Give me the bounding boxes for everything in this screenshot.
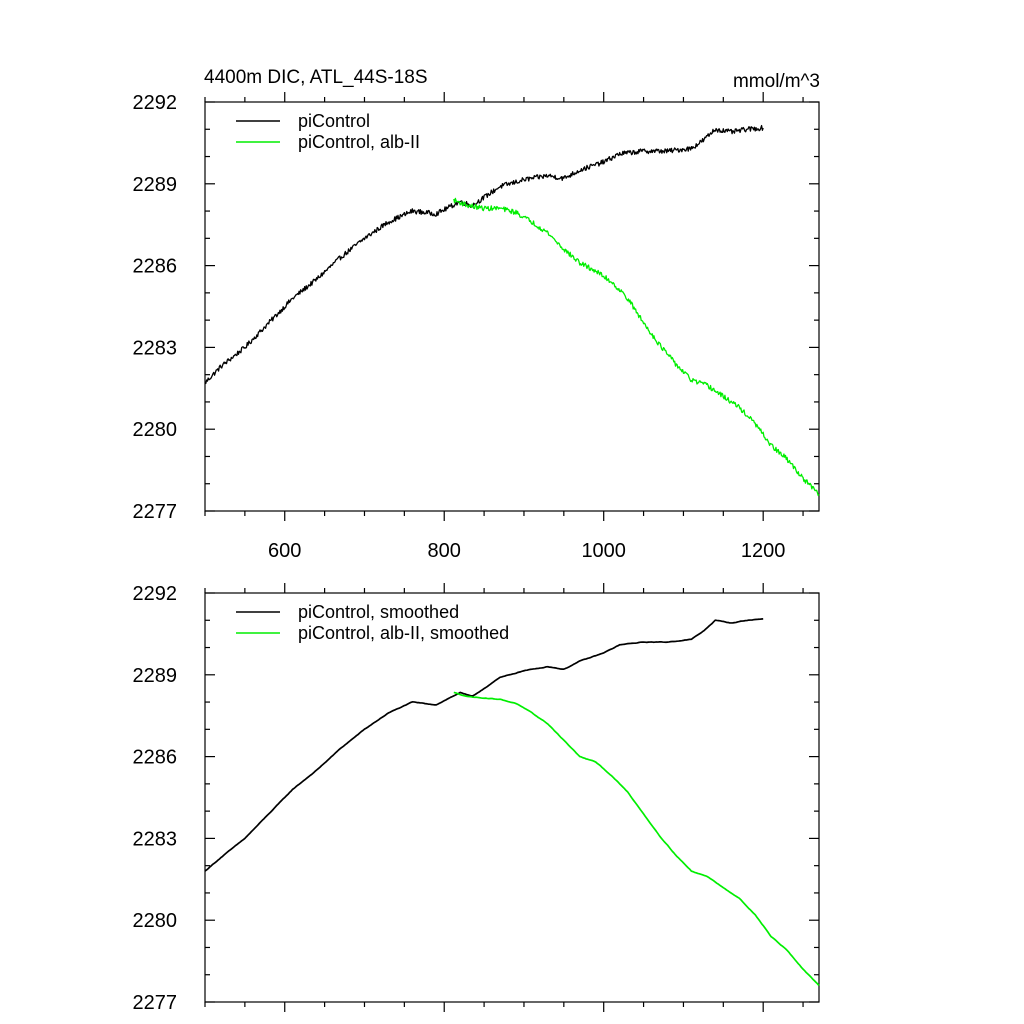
bottom-panel: 2277 2280 2283 2286 2289 2292 piControl, smoo… xyxy=(133,583,820,1014)
x-tick-label: 600 xyxy=(268,540,301,562)
series-line-picontrol xyxy=(204,618,764,872)
legend-label: piControl, alb-II xyxy=(298,132,420,152)
y-tick-label: 2289 xyxy=(133,174,178,196)
units-label: mmol/m^3 xyxy=(733,71,820,92)
y-tick-label: 2277 xyxy=(133,992,178,1014)
series-line-alb-ii xyxy=(453,197,820,497)
chart-title: 4400m DIC, ATL_44S-18S xyxy=(204,67,428,88)
y-tick-label: 2286 xyxy=(133,256,178,278)
top-axes: 2277 2280 2283 2286 2289 2292 600 800 1000 1200 xyxy=(133,92,820,562)
y-tick-label: 2292 xyxy=(133,583,178,605)
x-tick-label: 800 xyxy=(428,540,461,562)
top-series xyxy=(204,124,820,497)
plot-frame xyxy=(204,101,820,512)
legend-label: piControl, alb-II, smoothed xyxy=(298,623,509,643)
bottom-series xyxy=(204,618,820,987)
x-tick-label: 1200 xyxy=(741,540,786,562)
y-tick-label: 2289 xyxy=(133,665,178,687)
bottom-axes: 2277 2280 2283 2286 2289 2292 xyxy=(133,583,820,1014)
y-tick-label: 2280 xyxy=(133,419,178,441)
y-tick-label: 2292 xyxy=(133,92,178,114)
legend-label: piControl, smoothed xyxy=(298,602,459,622)
y-tick-label: 2286 xyxy=(133,747,178,769)
legend-label: piControl xyxy=(298,111,370,131)
y-tick-label: 2283 xyxy=(133,337,178,359)
plot-frame xyxy=(204,592,820,1003)
y-tick-label: 2277 xyxy=(133,501,178,523)
y-tick-label: 2280 xyxy=(133,910,178,932)
x-tick-label: 1000 xyxy=(581,540,626,562)
series-line-alb-ii xyxy=(453,691,820,987)
series-line-picontrol xyxy=(204,124,764,385)
y-tick-label: 2283 xyxy=(133,828,178,850)
top-panel: 2277 2280 2283 2286 2289 2292 600 800 1000 1200 p… xyxy=(133,92,820,562)
